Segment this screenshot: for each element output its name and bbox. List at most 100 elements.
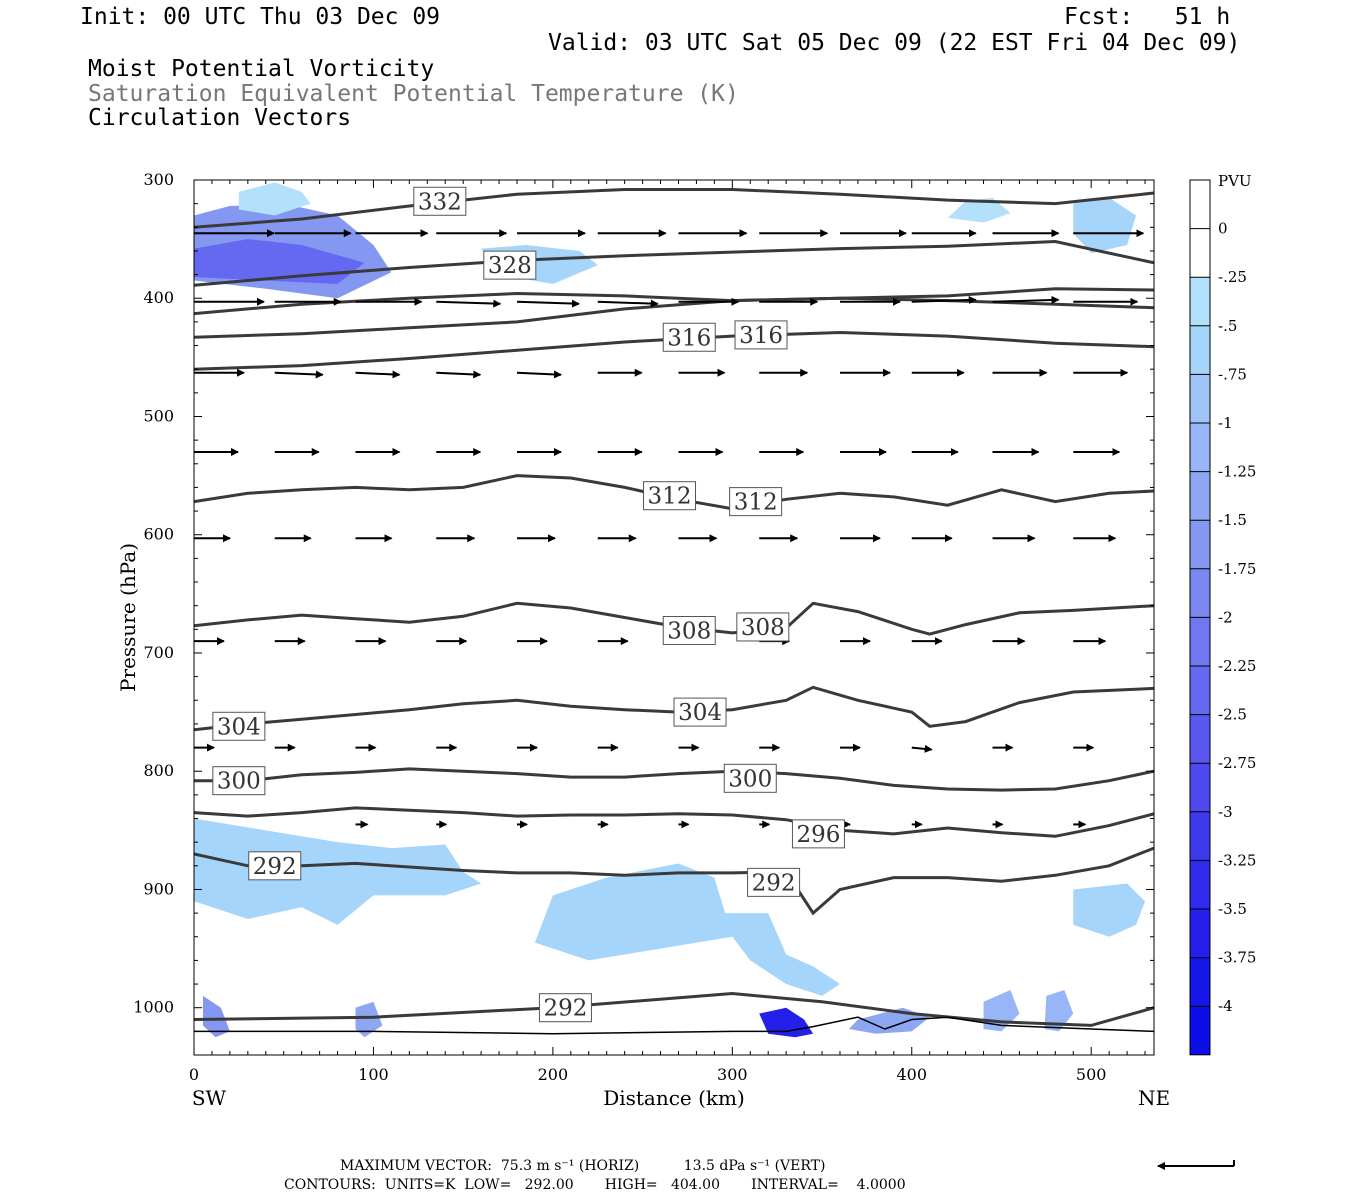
contour-label-box-14 <box>747 867 801 897</box>
valid-time: Valid: 03 UTC Sat 05 Dec 09 (22 EST Fri … <box>548 30 1241 56</box>
mpv-region-15 <box>1044 989 1074 1032</box>
contour-label-box-2 <box>662 322 716 352</box>
contour-label-4: 312 <box>648 484 692 510</box>
contour-label-box-12 <box>791 819 845 849</box>
x-tick-label: 300 <box>717 1065 748 1084</box>
vector-arrow <box>992 296 1060 305</box>
y-tick-label: 700 <box>143 643 174 662</box>
x-axis-label: Distance (km) <box>603 1086 745 1110</box>
forecast-hour: Fcst: 51 h <box>1064 4 1231 30</box>
circulation-vectors <box>194 229 1154 829</box>
vector-arrow <box>911 744 933 753</box>
colorbar-swatch <box>1190 568 1210 618</box>
contour-label-box-7 <box>736 612 790 642</box>
mpv-region-8 <box>714 913 840 996</box>
field-title-vectors: Circulation Vectors <box>88 105 352 131</box>
colorbar-swatch <box>1190 228 1210 278</box>
mpv-region-11 <box>355 1001 383 1038</box>
x-end-label-sw: SW <box>192 1086 227 1110</box>
colorbar-swatch <box>1190 277 1210 326</box>
isentrope-1 <box>194 239 1154 287</box>
reference-vector-arrow <box>1157 1160 1235 1170</box>
contour-label-box-8 <box>212 711 266 741</box>
contour-label-13: 292 <box>253 854 297 880</box>
contour-label-box-10 <box>212 766 266 796</box>
colorbar-label: -.5 <box>1218 317 1237 335</box>
contour-label-1: 328 <box>488 253 532 279</box>
colorbar-label: -.25 <box>1218 268 1247 286</box>
contour-label-box-3 <box>734 320 788 350</box>
colorbar-swatch <box>1190 325 1210 375</box>
contour-label-box-5 <box>729 487 783 517</box>
isentrope-0 <box>194 188 1154 229</box>
contour-label-9: 304 <box>678 700 722 726</box>
colorbar-label: -3 <box>1218 803 1233 821</box>
colorbar-label: -2.75 <box>1218 754 1256 772</box>
contour-label-box-11 <box>723 763 777 793</box>
colorbar-label: -1 <box>1218 414 1233 432</box>
x-end-label-ne: NE <box>1138 1086 1170 1110</box>
contour-label-7: 308 <box>741 615 785 641</box>
colorbar-label: -3.75 <box>1218 949 1256 967</box>
axes: 300 400 500 600 700 800 900 1000 0 100 200 300 400 50… <box>116 170 1170 1110</box>
colorbar-label: -1.75 <box>1218 560 1256 578</box>
mpv-region-9 <box>1073 883 1146 937</box>
vector-arrow <box>274 370 324 379</box>
mpv-colorbar: PVU 0 -.25 -.5 -.75 -1 -1.25 -1.5 -1.75 -2 -2.25 -2… <box>1189 172 1256 1056</box>
mpv-region-10 <box>202 995 230 1038</box>
contour-label-11: 300 <box>728 766 772 792</box>
contour-label-6: 308 <box>667 619 711 645</box>
y-axis-label: Pressure (hPa) <box>116 543 140 692</box>
field-title-theta: Saturation Equivalent Potential Temperat… <box>88 81 739 107</box>
mpv-region-3 <box>238 182 311 216</box>
colorbar-units: PVU <box>1218 172 1252 190</box>
contour-label-box-4 <box>643 481 697 511</box>
y-tick-label: 900 <box>143 879 174 898</box>
colorbar-swatch <box>1190 471 1210 521</box>
colorbar-swatch <box>1190 520 1210 569</box>
x-tick-label: 200 <box>538 1065 569 1084</box>
y-tick-label: 600 <box>143 525 174 544</box>
max-vector-info: MAXIMUM VECTOR: 75.3 m s⁻¹ (HORIZ) 13.5 … <box>340 1158 826 1174</box>
contour-info: CONTOURS: UNITS=K LOW= 292.00 HIGH= 404.… <box>284 1177 906 1193</box>
contour-label-12: 296 <box>796 822 840 848</box>
colorbar-label: -2.5 <box>1218 706 1247 724</box>
contour-label-8: 304 <box>217 714 261 740</box>
vector-arrow <box>436 370 482 379</box>
plot-frame <box>193 179 1155 1056</box>
mpv-shading <box>194 182 1146 1038</box>
x-tick-label: 0 <box>189 1065 199 1084</box>
colorbar-swatch <box>1190 957 1210 1007</box>
contour-label-5: 312 <box>734 490 778 516</box>
field-title-mpv: Moist Potential Vorticity <box>88 56 435 82</box>
isentrope-12 <box>194 846 1154 916</box>
colorbar-label: -.75 <box>1218 365 1247 383</box>
mpv-region-6 <box>194 818 482 925</box>
colorbar-label: -2.25 <box>1218 657 1256 675</box>
terrain-line <box>194 1016 1154 1035</box>
colorbar-label: -1.5 <box>1218 511 1247 529</box>
colorbar-swatch <box>1190 811 1210 861</box>
mpv-region-7 <box>534 863 733 961</box>
isentrope-13 <box>194 991 1154 1027</box>
contour-label-box-15 <box>538 993 592 1023</box>
y-tick-label: 300 <box>143 170 174 189</box>
mpv-region-4 <box>947 197 1011 223</box>
contour-label-box-13 <box>248 851 302 881</box>
colorbar-label: 0 <box>1218 220 1228 238</box>
colorbar-swatch <box>1190 763 1210 812</box>
contour-label-2: 316 <box>667 325 711 351</box>
colorbar-swatch <box>1190 1006 1210 1055</box>
colorbar-swatch <box>1190 714 1210 764</box>
contour-label-14: 292 <box>752 870 796 896</box>
contour-label-box-1 <box>483 250 537 280</box>
mpv-region-5 <box>1073 197 1137 254</box>
y-tick-label: 500 <box>143 406 174 425</box>
vector-arrow <box>355 370 401 379</box>
x-tick-label: 500 <box>1076 1065 1107 1084</box>
colorbar-label: -1.25 <box>1218 463 1256 481</box>
contour-label-10: 300 <box>217 769 261 795</box>
contour-label-3: 316 <box>739 323 783 349</box>
colorbar-swatch <box>1190 860 1210 909</box>
